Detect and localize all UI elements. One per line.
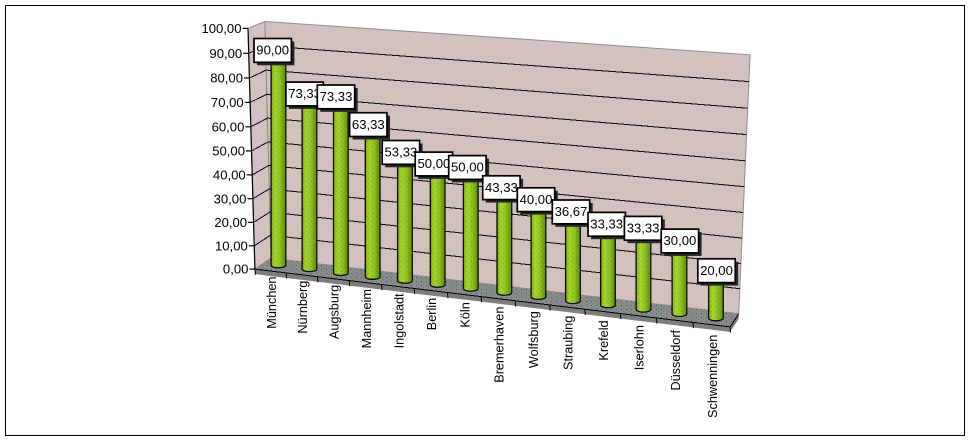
- svg-text:20,00: 20,00: [700, 263, 733, 278]
- svg-text:Krefeld: Krefeld: [597, 320, 611, 360]
- svg-text:40,00: 40,00: [213, 168, 246, 183]
- svg-text:Bremerhaven: Bremerhaven: [493, 307, 507, 383]
- svg-text:Mannheim: Mannheim: [360, 289, 374, 348]
- svg-text:43,33: 43,33: [485, 180, 518, 195]
- svg-text:80,00: 80,00: [210, 71, 243, 86]
- svg-text:33,33: 33,33: [627, 221, 660, 236]
- svg-text:50,00: 50,00: [418, 156, 451, 171]
- svg-text:90,00: 90,00: [209, 46, 242, 61]
- svg-text:Schwenningen: Schwenningen: [706, 335, 720, 418]
- svg-text:20,00: 20,00: [214, 215, 247, 230]
- svg-text:München: München: [265, 277, 279, 329]
- svg-text:10,00: 10,00: [215, 238, 248, 253]
- svg-text:90,00: 90,00: [256, 43, 289, 58]
- svg-text:Düsseldorf: Düsseldorf: [669, 329, 683, 390]
- svg-text:73,33: 73,33: [320, 89, 353, 104]
- svg-text:50,00: 50,00: [212, 144, 245, 159]
- svg-text:63,33: 63,33: [352, 117, 385, 132]
- svg-text:36,67: 36,67: [555, 204, 588, 219]
- svg-text:0,00: 0,00: [223, 262, 248, 277]
- svg-text:Wolfsburg: Wolfsburg: [527, 311, 541, 368]
- svg-text:70,00: 70,00: [211, 95, 244, 110]
- svg-text:Straubing: Straubing: [562, 316, 576, 370]
- svg-text:73,33: 73,33: [288, 86, 321, 101]
- svg-text:33,33: 33,33: [590, 217, 623, 232]
- svg-text:Nürnberg: Nürnberg: [296, 281, 310, 334]
- svg-text:60,00: 60,00: [212, 119, 245, 134]
- svg-text:Augsburg: Augsburg: [328, 285, 342, 339]
- svg-text:Iserlohn: Iserlohn: [633, 325, 647, 370]
- svg-text:40,00: 40,00: [520, 192, 553, 207]
- svg-text:53,33: 53,33: [385, 145, 418, 160]
- svg-text:Köln: Köln: [459, 302, 473, 327]
- svg-text:30,00: 30,00: [664, 233, 697, 248]
- svg-text:100,00: 100,00: [201, 21, 241, 36]
- svg-text:50,00: 50,00: [451, 160, 484, 175]
- svg-text:30,00: 30,00: [214, 191, 247, 206]
- svg-text:Berlin: Berlin: [425, 298, 439, 330]
- svg-text:Ingolstadt: Ingolstadt: [392, 293, 406, 348]
